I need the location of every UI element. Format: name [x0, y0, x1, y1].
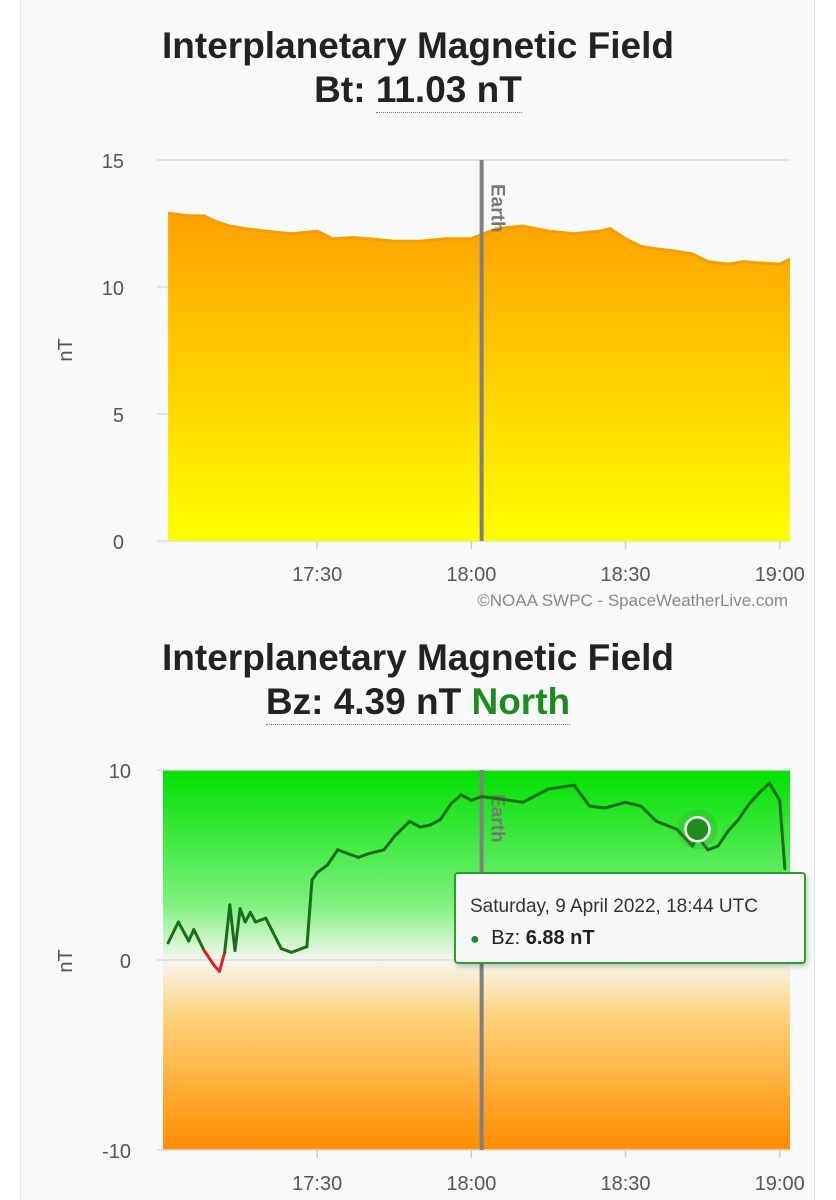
bz-series-segment — [315, 863, 329, 875]
bz-reading-value-group[interactable]: Bz: 4.39 nT North — [265, 681, 571, 725]
bz-series-segment — [346, 852, 360, 859]
bz-series-segment — [202, 949, 216, 968]
bz-series-segment — [254, 916, 268, 924]
tooltip-series-label: Bz: — [491, 927, 521, 949]
y-tick-label: 15 — [102, 151, 124, 173]
bz-series-segment — [218, 950, 227, 973]
bz-chart-title: Interplanetary Magnetic Field — [162, 637, 674, 678]
bz-series-segment — [223, 903, 232, 954]
bz-series-segment — [228, 903, 237, 952]
bt-reading-label: Bt: — [314, 69, 366, 110]
bz-series-segment — [336, 848, 350, 856]
bz-title-block: Interplanetary Magnetic Field Bz: 4.39 n… — [0, 636, 836, 725]
bz-reading-value: 4.39 nT — [333, 681, 462, 722]
bt-series-line — [167, 211, 791, 266]
bz-series-segment — [290, 945, 309, 954]
y-tick-label: -10 — [102, 1141, 131, 1163]
bz-series-segment — [238, 907, 247, 924]
bz-chart[interactable]: Earth -10 0 10 17:30 18:00 18:30 19:00 nT — [0, 750, 836, 1200]
bt-chart-title: Interplanetary Magnetic Field — [162, 25, 674, 66]
bz-series-segment — [716, 829, 730, 848]
earth-marker-label: Earth — [487, 794, 508, 843]
bz-hover-point[interactable] — [684, 816, 711, 843]
bz-series-segment — [305, 878, 314, 949]
bz-series-segment — [639, 804, 658, 823]
y-tick-label: 10 — [102, 278, 124, 300]
bz-series-segment — [706, 844, 720, 852]
bz-series-segment — [428, 817, 442, 827]
bz-series-segment — [192, 928, 206, 952]
bz-series-segment — [176, 920, 191, 943]
bz-tooltip: Saturday, 9 April 2022, 18:44 UTC ● Bz: … — [454, 872, 806, 964]
bz-series-segment — [726, 817, 741, 833]
x-tick-label: 18:00 — [446, 1173, 496, 1195]
bz-series-segment — [439, 802, 453, 821]
bz-series-segment — [382, 835, 396, 852]
bz-series-segment — [326, 848, 340, 867]
bz-series-segment — [356, 852, 371, 859]
x-tick-label: 17:30 — [292, 564, 342, 586]
bz-series-segment — [449, 793, 463, 806]
y-tick-label: 0 — [120, 951, 131, 973]
x-tick-label: 18:00 — [446, 564, 496, 586]
x-tick-label: 18:30 — [601, 1173, 651, 1195]
bz-series-segment — [588, 804, 607, 810]
bt-chart[interactable]: Earth 0 5 10 15 17:30 18:00 18:30 19:00 nT ©NO… — [0, 140, 836, 620]
bt-y-axis-label: nT — [55, 338, 77, 361]
tooltip-series-dot-icon: ● — [470, 931, 480, 948]
y-tick-label: 0 — [113, 532, 124, 554]
bz-series-segment — [233, 907, 242, 952]
bz-series-segment — [166, 920, 180, 945]
bz-series-segment — [310, 871, 319, 882]
bz-series-segment — [654, 819, 679, 831]
y-tick-label: 10 — [109, 761, 131, 783]
x-tick-label: 19:00 — [755, 1173, 805, 1195]
bz-series-segment — [747, 791, 761, 806]
bz-series-segment — [603, 800, 627, 810]
bz-series-segment — [737, 802, 751, 821]
bz-series-segment — [248, 911, 257, 924]
bt-reading-value[interactable]: 11.03 nT — [375, 69, 522, 113]
bz-series-segment — [367, 848, 386, 856]
bz-series-segment — [459, 793, 473, 802]
bz-y-axis-label: nT — [55, 949, 77, 972]
tooltip-date: Saturday, 9 April 2022, 18:44 UTC — [470, 896, 758, 917]
bz-series-segment — [187, 928, 196, 943]
tooltip-row: ● Bz: 6.88 nT — [470, 927, 595, 950]
y-tick-label: 5 — [113, 405, 124, 427]
x-tick-label: 17:30 — [292, 1173, 342, 1195]
bz-series-segment — [767, 781, 782, 802]
bt-reading: Bt: 11.03 nT — [0, 68, 836, 113]
bz-series-segment — [408, 819, 422, 829]
bz-direction: North — [471, 681, 571, 722]
bz-reading-label: Bz: — [265, 681, 324, 722]
bz-series-segment — [392, 819, 412, 838]
bz-series-segment — [243, 911, 252, 924]
bt-area-fill — [168, 213, 791, 542]
x-tick-label: 18:30 — [601, 564, 651, 586]
bz-series-segment — [521, 787, 550, 804]
bz-series-segment — [480, 795, 499, 800]
bz-series-segment — [469, 795, 484, 802]
x-tick-label: 19:00 — [755, 564, 805, 586]
bz-series-segment — [778, 798, 787, 871]
bt-credit[interactable]: ©NOAA SWPC - SpaceWeatherLive.com — [477, 591, 788, 610]
bz-series-segment — [757, 781, 771, 795]
tooltip-value: 6.88 nT — [525, 927, 595, 949]
bz-series-segment — [418, 823, 432, 829]
bz-series-segment — [279, 947, 293, 954]
bt-title-block: Interplanetary Magnetic Field Bt: 11.03 … — [0, 24, 836, 113]
bz-series-segment — [675, 827, 694, 848]
bz-series-segment — [495, 797, 525, 804]
bz-reading: Bz: 4.39 nT North — [0, 680, 836, 725]
bz-series-segment — [624, 800, 643, 808]
bz-series-segment — [264, 916, 283, 951]
bz-series-segment — [547, 783, 576, 791]
earth-marker-label: Earth — [487, 184, 508, 233]
bz-series-segment — [572, 783, 592, 808]
